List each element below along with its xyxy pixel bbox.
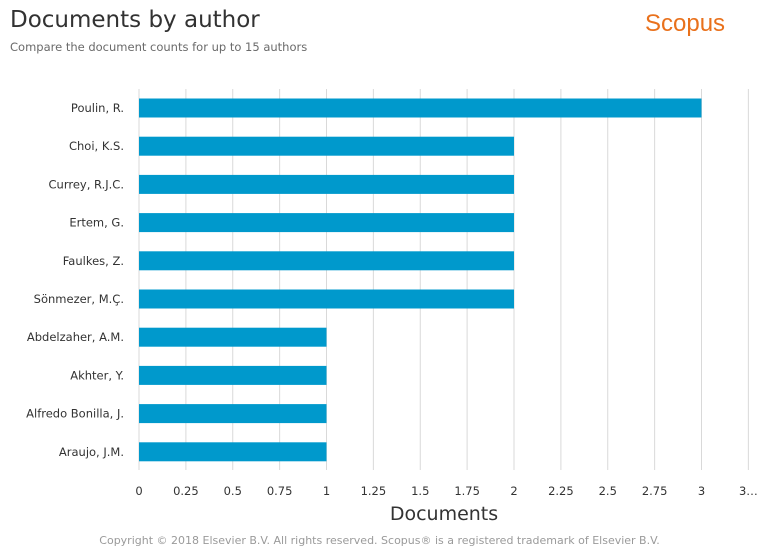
bars [139, 98, 702, 462]
bar [139, 136, 514, 156]
x-tick-labels: 0 0.25 0.5 0.75 1 1.25 1.5 1.75 2 2.25 2.5 2.75 3 3… [135, 484, 757, 498]
chart-title: Documents by author [10, 7, 260, 33]
category-label: Abdelzaher, A.M. [27, 330, 124, 344]
bar [139, 365, 327, 385]
x-tick-label: 2 [510, 484, 517, 498]
bar-chart: Poulin, R. Choi, K.S. Currey, R.J.C. Ertem,… [26, 89, 758, 525]
bar [139, 404, 327, 424]
x-axis-title: Documents [390, 503, 498, 525]
x-tick-label: 2.75 [642, 484, 668, 498]
bar [139, 174, 514, 194]
category-label: Currey, R.J.C. [49, 177, 124, 191]
chart-subtitle: Compare the document counts for up to 15… [10, 40, 308, 54]
category-label: Choi, K.S. [69, 139, 124, 153]
category-label: Poulin, R. [71, 101, 124, 115]
scopus-logo: Scopus [645, 10, 726, 37]
x-tick-label: 3… [739, 484, 758, 498]
x-tick-label: 2.5 [599, 484, 617, 498]
bar [139, 98, 702, 118]
x-tick-label: 0.75 [267, 484, 293, 498]
x-tick-label: 1 [323, 484, 330, 498]
bar [139, 327, 327, 347]
x-tick-label: 0.5 [224, 484, 242, 498]
bar [139, 442, 327, 462]
x-tick-label: 0 [135, 484, 142, 498]
category-label: Akhter, Y. [70, 368, 124, 382]
x-tick-label: 0.25 [173, 484, 199, 498]
x-tick-label: 1.25 [361, 484, 387, 498]
category-label: Alfredo Bonilla, J. [26, 407, 124, 421]
category-labels: Poulin, R. Choi, K.S. Currey, R.J.C. Ertem,… [26, 101, 124, 459]
category-label: Araujo, J.M. [59, 445, 124, 459]
x-tick-label: 3 [698, 484, 705, 498]
x-tick-label: 2.25 [548, 484, 574, 498]
bar [139, 289, 514, 309]
x-tick-label: 1.75 [454, 484, 480, 498]
category-label: Faulkes, Z. [63, 254, 124, 268]
bar [139, 213, 514, 233]
copyright-footer: Copyright © 2018 Elsevier B.V. All right… [99, 534, 660, 547]
bar [139, 251, 514, 271]
x-tick-label: 1.5 [411, 484, 429, 498]
category-label: Ertem, G. [69, 216, 124, 230]
category-label: Sönmezer, M.Ç. [34, 292, 124, 306]
